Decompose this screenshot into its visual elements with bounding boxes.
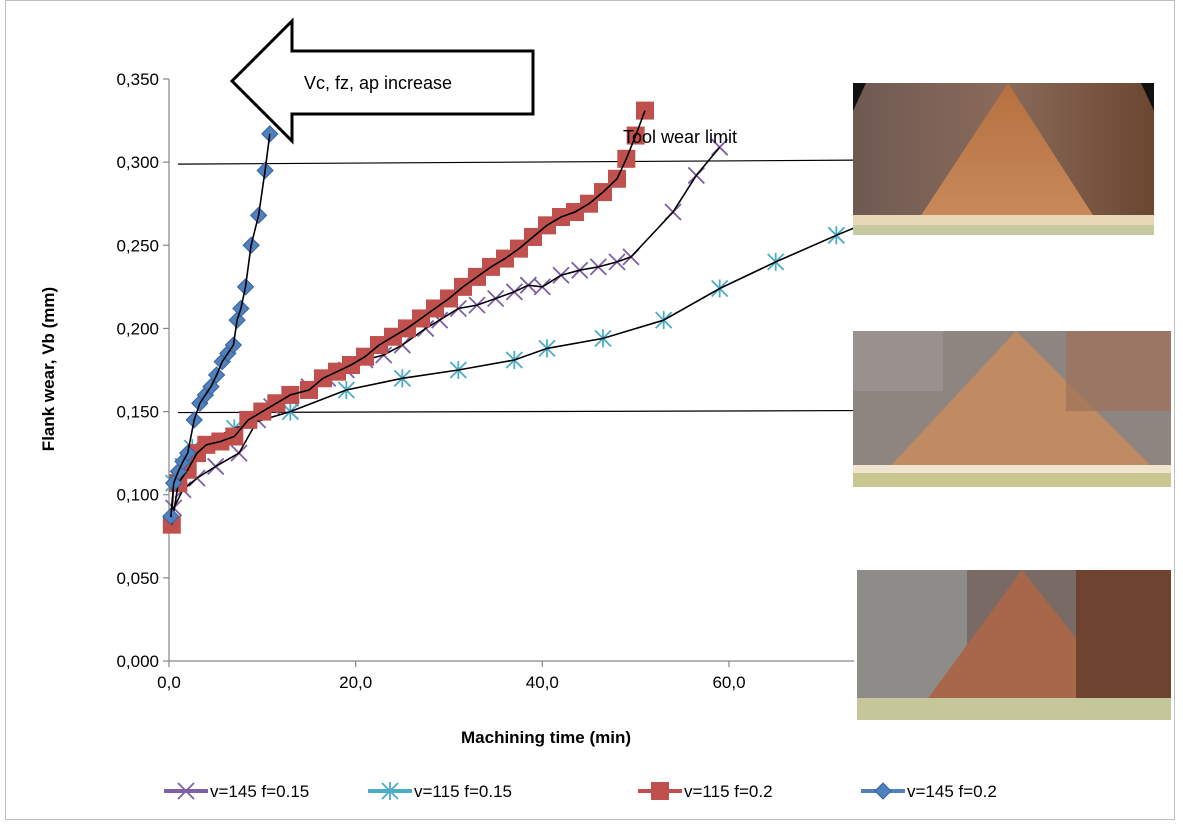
legend-swatch-marker [177,782,195,800]
wear-photo-top [853,83,1154,235]
y-tick-label: 0,100 [116,486,159,505]
x-tick-label: 60,0 [712,673,745,692]
legend-item: v=145 f=0.15 [164,782,309,801]
legend-label: v=115 f=0.2 [684,782,773,801]
data-point [261,125,279,143]
series-trend-line [171,146,721,517]
y-tick-label: 0,050 [116,569,159,588]
legend-label: v=115 f=0.15 [414,782,512,801]
reference-lines [177,159,855,414]
increase-arrow: Vc, fz, ap increase [229,17,535,145]
legend: v=145 f=0.15 v=115 f=0.15 v=115 f=0.2 v=145… [164,782,997,801]
tool-wear-limit-line [177,159,855,165]
chart-frame: Vc, fz, ap increase 0,000 0,050 0,100 0,150… [5,0,1175,820]
y-tick-label: 0,300 [116,153,159,172]
x-tick-label: 40,0 [526,673,559,692]
series-trend-line [171,110,646,525]
legend-label: v=145 f=0.2 [907,782,997,801]
x-tick-label: 0,0 [157,673,181,692]
legend-swatch-marker [651,782,669,800]
increase-arrow-shape [229,17,535,145]
y-tick-label: 0,200 [116,319,159,338]
legend-item: v=115 f=0.2 [638,782,773,801]
axes: 0,000 0,050 0,100 0,150 0,200 0,250 0,300 0,350… [39,70,932,747]
y-tick-label: 0,350 [116,70,159,89]
increase-arrow-text: Vc, fz, ap increase [304,73,452,93]
x-axis-title: Machining time (min) [461,728,631,747]
x-tick-label: 20,0 [339,673,372,692]
data-point [636,101,654,120]
chart-svg: Vc, fz, ap increase 0,000 0,050 0,100 0,150… [39,17,1171,801]
y-tick-label: 0,150 [116,403,159,422]
series-0 [165,138,729,517]
y-tick-label: 0,250 [116,236,159,255]
y-tick-label: 0,000 [116,652,159,671]
legend-swatch-marker [874,782,892,800]
legend-item: v=145 f=0.2 [861,782,997,801]
legend-item: v=115 f=0.15 [368,782,512,801]
legend-label: v=145 f=0.15 [210,782,309,801]
legend-swatch-marker [381,782,399,800]
wear-photo-bottom [857,570,1171,720]
series-3 [162,125,279,526]
y-axis-title: Flank wear, Vb (mm) [39,287,58,451]
tool-wear-limit-label: Tool wear limit [623,127,737,147]
wear-photo-middle [853,331,1171,487]
series-trend-line [170,133,271,518]
